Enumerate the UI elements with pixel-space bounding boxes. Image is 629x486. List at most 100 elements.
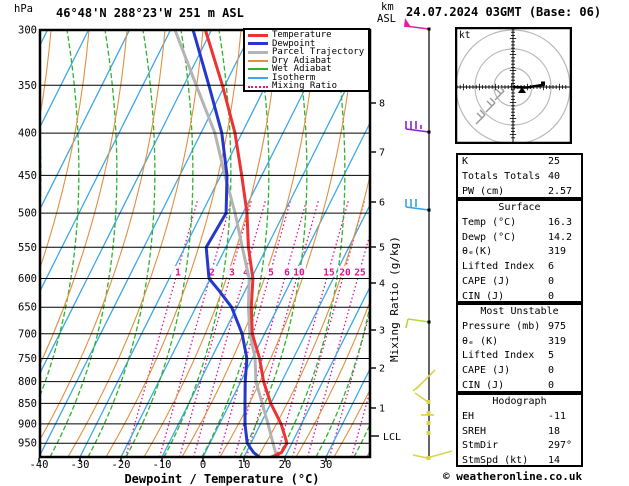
legend-item: Mixing Ratio <box>248 82 368 91</box>
panel-row-label: Temp (°C) <box>462 216 517 228</box>
mixing-ratio-value-label: 1 <box>175 268 181 279</box>
panel-section-title: Hodograph <box>492 396 547 407</box>
hodograph-border <box>455 27 572 144</box>
pressure-tick-label: 700 <box>18 328 37 340</box>
mixing-label-bg <box>322 266 336 277</box>
legend-item: Parcel Trajectory <box>248 47 368 57</box>
mixing-ratio-line <box>275 199 350 457</box>
pressure-tick-label: 450 <box>18 170 37 182</box>
mixing-label-bg <box>264 266 278 277</box>
legend-item-label: Isotherm <box>272 72 316 83</box>
wet-adiabat-line <box>277 30 346 457</box>
mixing-ratio-value-label: 2 <box>209 268 215 279</box>
legend-item-label: Dewpoint <box>272 38 316 49</box>
panel-section-title: Surface <box>498 202 541 213</box>
mixing-ratio-value-label: 10 <box>293 268 305 279</box>
panel-row-label: θₑ(K) <box>462 246 493 258</box>
km-tick-label: 4 <box>379 279 385 290</box>
panel-row: Pressure (mb) 975 <box>458 320 581 335</box>
wind-staff-dot-yellow <box>426 456 431 460</box>
panel-row-value: 975 <box>548 320 567 332</box>
mixing-ratio-value-label: 6 <box>284 268 290 279</box>
wind-barb <box>405 199 430 211</box>
panel-row-label: Pressure (mb) <box>462 320 541 332</box>
legend-item-label: Mixing Ratio <box>272 81 338 92</box>
isotherm-line <box>40 30 172 293</box>
mixing-ratio-value-label: 5 <box>268 268 274 279</box>
isotherm-line <box>161 39 370 457</box>
dry-adiabat-line <box>40 30 128 366</box>
panel-row-value: 40 <box>548 170 561 182</box>
panel-row: PW (cm) 2.57 <box>458 185 581 200</box>
dry-adiabat-line <box>67 30 204 457</box>
hodograph-unit-label: kt <box>459 30 471 41</box>
line <box>486 100 493 107</box>
wind-barb <box>405 121 430 133</box>
panel-row-value: 0 <box>548 365 555 377</box>
panel-row-label: θₑ (K) <box>462 335 499 347</box>
panel-row-value: 0 <box>548 275 555 287</box>
km-tick-label: 1 <box>379 404 385 415</box>
km-tick-label: 6 <box>379 198 385 209</box>
dry-adiabat-line <box>0 30 13 457</box>
km-tick-label: 5 <box>379 243 385 254</box>
panel-row: θₑ (K) 319 <box>458 335 581 350</box>
panel-row: StmSpd (kt) 14 <box>458 454 581 469</box>
wind-barb-yellow <box>414 392 429 403</box>
wind-staff-dot-yellow <box>426 411 431 415</box>
wind-staff-dot-yellow <box>426 431 431 435</box>
pressure-tick-label: 550 <box>18 242 37 254</box>
hodograph-wind-barb <box>475 109 486 125</box>
panel-row-value: 319 <box>548 246 567 258</box>
mixing-label-bg <box>225 266 239 277</box>
isotherm-line <box>120 30 336 457</box>
x-tick-label: 20 <box>279 459 292 471</box>
panel-row-value: 2.57 <box>548 185 573 197</box>
x-tick-label: -40 <box>30 459 49 471</box>
dry-adiabat-line <box>143 30 280 457</box>
mixing-label-bg <box>338 266 352 277</box>
dry-adiabat-line <box>40 30 52 120</box>
panel-row-value: 6 <box>548 261 555 273</box>
dry-adiabat-line <box>219 30 356 457</box>
mixing-ratio-line <box>158 199 233 457</box>
panel-row-label: EH <box>462 410 475 422</box>
hodograph-inner <box>457 29 570 142</box>
panel-row-value: 297° <box>548 440 573 452</box>
panel-row-value: 14.2 <box>548 231 573 243</box>
panel-row-label: Lifted Index <box>462 350 535 362</box>
legend-line-sample <box>248 59 268 62</box>
asl-axis-unit: ASL <box>377 13 396 25</box>
panel-section-most-unstable: Most Unstable Pressure (mb) 975 θₑ (K) 319 Li… <box>456 303 583 393</box>
wind-barb <box>405 318 430 329</box>
legend-box: Temperature Dewpoint Parcel Trajectory Dry … <box>243 28 370 92</box>
panel-row-value: 18 <box>548 425 561 437</box>
pressure-tick-label: 400 <box>18 128 37 140</box>
panel-row-value: -11 <box>548 410 567 422</box>
panel-row-label: SREH <box>462 425 487 437</box>
panel-section-hodograph: Hodograph EH -11 SREH 18 StmDir 297° StmSpd (kt… <box>456 393 583 467</box>
legend-item: Dewpoint <box>248 38 368 49</box>
hodograph-wind-barb <box>494 85 505 101</box>
mixing-ratio-value-label: 3 <box>229 268 235 279</box>
panel-row: K 25 <box>458 155 581 170</box>
pressure-tick-label: 650 <box>18 302 37 314</box>
isotherm-line <box>202 121 370 457</box>
panel-row-label: Dewp (°C) <box>462 231 517 243</box>
wet-adiabat-line <box>125 30 194 457</box>
legend-item-label: Temperature <box>272 30 332 41</box>
mixing-ratio-axis-label: Mixing Ratio (g/kg) <box>388 236 401 362</box>
wind-staff-dot-yellow <box>426 421 431 425</box>
dry-adiabat-line <box>40 30 166 441</box>
km-tick-label: 3 <box>379 326 385 337</box>
mixing-label-bg <box>171 266 185 277</box>
km-tick-label: 8 <box>379 99 385 110</box>
legend-line-sample <box>248 33 268 37</box>
panel-row: Totals Totals 40 <box>458 170 581 185</box>
panel-row: SREH 18 <box>458 425 581 440</box>
wind-barb-yellow <box>412 454 428 459</box>
panel-row: Dewp (°C) 14.2 <box>458 231 581 246</box>
x-tick-label: -10 <box>153 459 172 471</box>
